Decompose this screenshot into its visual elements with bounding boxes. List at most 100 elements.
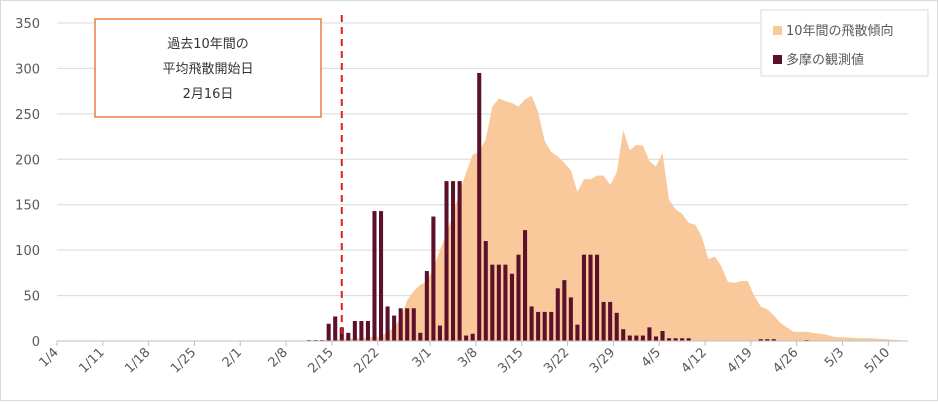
x-tick-label: 4/19 [724, 345, 755, 376]
observed-bar [686, 338, 691, 341]
y-tick-label: 250 [15, 108, 40, 123]
observed-bar [509, 273, 514, 341]
x-tick-label: 1/4 [36, 345, 61, 370]
observed-bar [346, 332, 351, 341]
observed-bar [333, 316, 338, 341]
observed-bar [581, 254, 586, 341]
observed-bar [326, 323, 331, 341]
annotation-layer: 過去10年間の 平均飛散開始日 2月16日 [94, 15, 343, 341]
x-tick-label: 3/15 [495, 345, 526, 376]
y-tick-label: 150 [15, 199, 40, 214]
observed-bar [608, 301, 613, 341]
observed-bar [555, 288, 560, 341]
observed-bar [765, 339, 770, 341]
y-tick-label: 0 [32, 335, 40, 350]
trend-area-layer [295, 95, 905, 341]
x-tick-label: 5/10 [862, 345, 893, 376]
x-tick-label: 3/22 [541, 345, 572, 376]
observed-bar [490, 264, 495, 341]
y-tick-label: 100 [15, 244, 40, 259]
observed-bar [667, 338, 672, 341]
observed-bar [640, 335, 645, 341]
legend: 10年間の飛散傾向 多摩の観測値 [760, 9, 929, 77]
x-tick-label: 2/22 [351, 345, 382, 376]
x-tick-label: 3/29 [587, 345, 618, 376]
observed-bar [503, 264, 508, 341]
observed-bar [634, 335, 639, 341]
observed-bar [372, 211, 377, 341]
observed-bar [627, 335, 632, 341]
observed-bar [673, 338, 678, 341]
observed-bar [575, 324, 580, 341]
observed-bar [542, 311, 547, 341]
observed-bar [771, 339, 776, 341]
legend-label-observed: 多摩の観測値 [786, 52, 864, 68]
observed-bar [758, 339, 763, 341]
observed-bar [549, 311, 554, 341]
y-tick-label: 200 [15, 153, 40, 168]
x-tick-label: 1/11 [76, 345, 107, 376]
x-tick-label: 3/1 [410, 345, 435, 370]
observed-bar [516, 254, 521, 341]
observed-bar [536, 311, 541, 341]
legend-label-trend: 10年間の飛散傾向 [786, 23, 894, 39]
observed-bar [424, 271, 429, 341]
x-tick-label: 2/1 [220, 345, 245, 370]
observed-bar [470, 333, 475, 341]
x-tick-label: 4/26 [770, 345, 801, 376]
observed-bar [483, 241, 488, 341]
legend-swatch-trend [773, 26, 782, 35]
observed-bar [385, 306, 390, 341]
observed-bar [588, 254, 593, 341]
y-tick-label: 50 [23, 290, 40, 305]
observed-bar [568, 297, 573, 341]
observed-bar [680, 338, 685, 341]
observed-bar [660, 331, 665, 341]
x-tick-label: 5/3 [822, 345, 847, 370]
observed-bar [621, 329, 626, 341]
x-tick-label: 2/8 [266, 345, 291, 370]
observed-bar [405, 308, 410, 341]
x-tick-label: 2/15 [306, 345, 337, 376]
observed-bar [464, 335, 469, 341]
observed-bar [431, 216, 436, 341]
observed-bar [523, 230, 528, 341]
observed-bar [339, 327, 344, 341]
observed-bar [647, 327, 652, 341]
annotation-box [94, 18, 322, 118]
legend-box [760, 9, 929, 77]
y-tick-label: 300 [15, 62, 40, 77]
observed-bar [411, 308, 416, 341]
x-tick-label: 3/8 [455, 345, 480, 370]
observed-bar [398, 308, 403, 341]
observed-bar [444, 181, 449, 341]
observed-bar [457, 181, 462, 341]
x-tick-label: 1/18 [122, 345, 153, 376]
observed-bar [392, 315, 397, 341]
annotation-line-3: 2月16日 [183, 87, 234, 102]
trend-area [295, 95, 905, 341]
observed-bar [359, 321, 364, 341]
observed-bar [379, 211, 384, 341]
observed-bar [653, 336, 658, 341]
observed-bar [601, 301, 606, 341]
x-tick-label: 4/5 [639, 345, 664, 370]
annotation-line-1: 過去10年間の [167, 37, 249, 52]
observed-bars-layer [307, 72, 809, 341]
x-tick-label: 4/12 [679, 345, 710, 376]
observed-bar [365, 321, 370, 341]
observed-bar [496, 264, 501, 341]
x-tick-label: 1/25 [168, 345, 199, 376]
observed-bar [614, 312, 619, 341]
y-tick-label: 350 [15, 17, 40, 32]
observed-bar [529, 306, 534, 341]
observed-bar [595, 254, 600, 341]
observed-bar [477, 72, 482, 341]
observed-bar [418, 332, 423, 341]
observed-bar [437, 325, 442, 341]
annotation-line-2: 平均飛散開始日 [162, 62, 253, 77]
observed-bar [451, 181, 456, 341]
legend-swatch-observed [773, 55, 782, 64]
